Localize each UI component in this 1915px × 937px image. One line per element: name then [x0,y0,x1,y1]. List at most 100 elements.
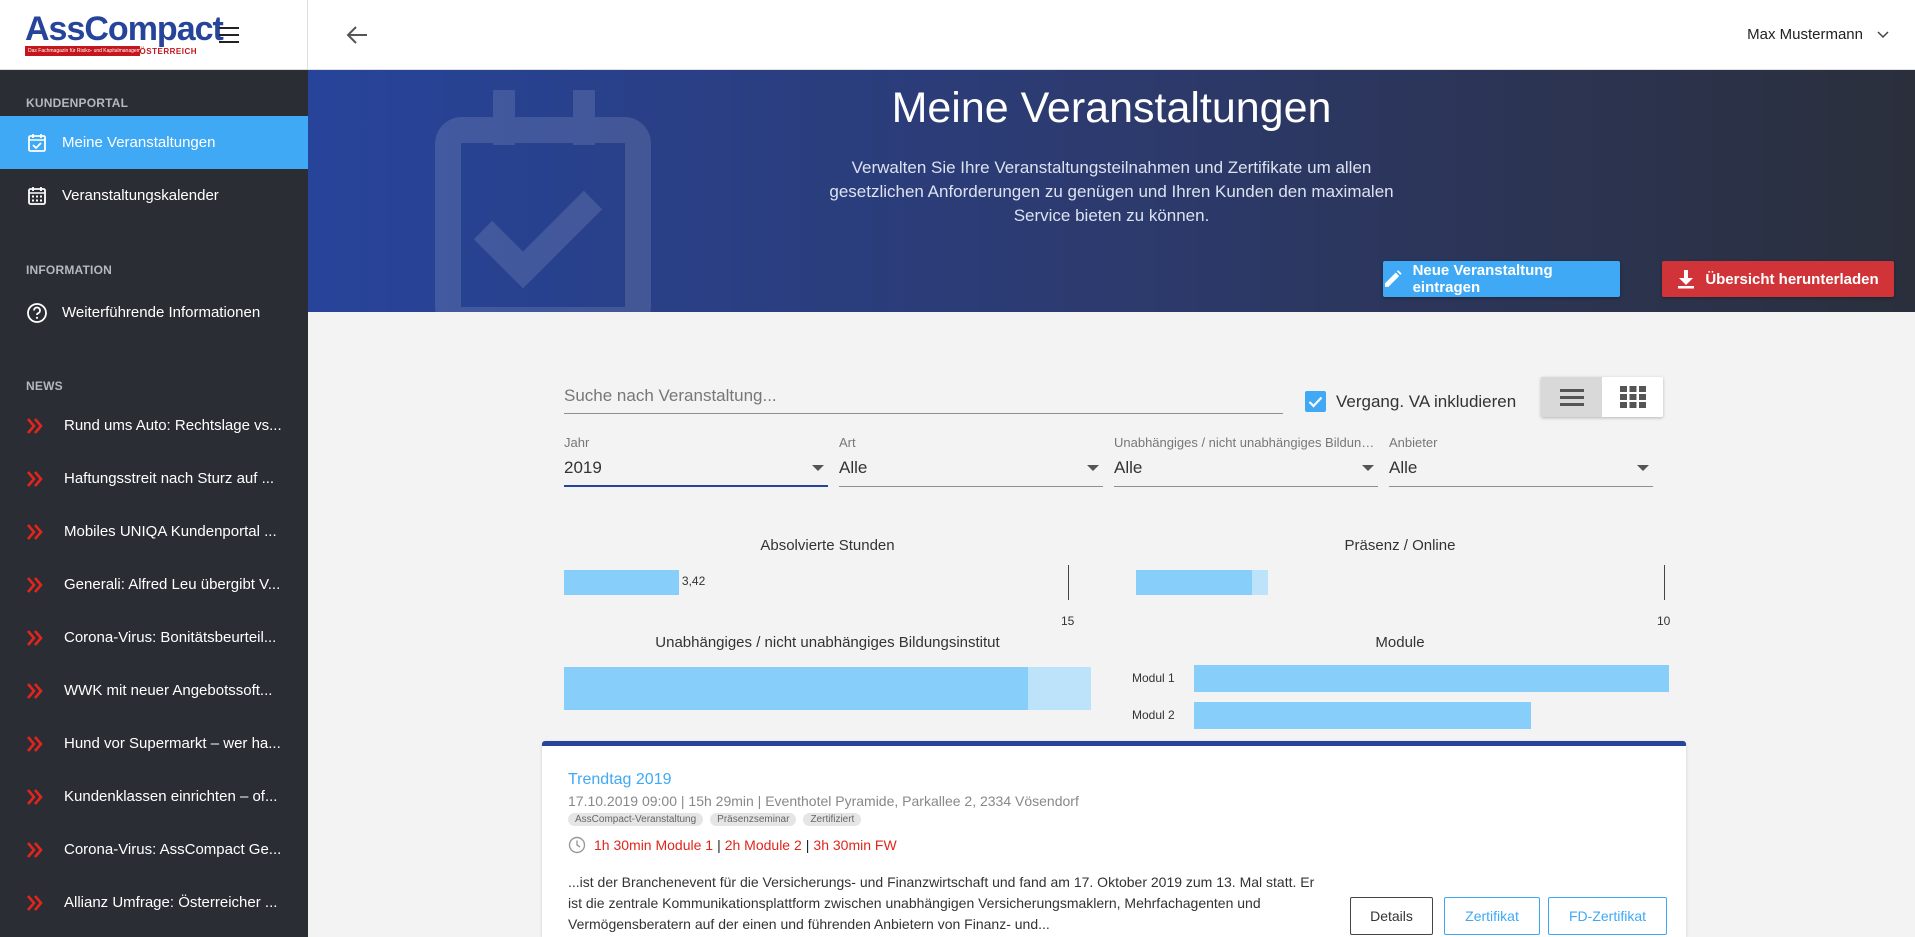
double-chevron-right-icon [26,629,48,646]
sidebar-item-meine-veranstaltungen[interactable]: Meine Veranstaltungen [0,116,308,169]
news-item[interactable]: Corona-Virus: Bonitätsbeurteil... [0,611,308,664]
event-description: ...ist der Branchenevent für die Versich… [568,874,1315,932]
provider-select[interactable]: Anbieter Alle [1389,435,1653,487]
event-hours: 1h 30min Module 1 | 2h Module 2 | 3h 30m… [568,836,897,854]
institute-select-label: Unabhängiges / nicht unabhängiges Bildun… [1114,435,1378,450]
list-icon [1559,389,1584,406]
news-item-label: Corona-Virus: Bonitätsbeurteil... [64,629,277,646]
double-chevron-right-icon [26,523,48,540]
news-item[interactable]: Allianz Umfrage: Österreicher ... [0,876,308,929]
dropdown-caret-icon [812,465,824,471]
user-name: Max Mustermann [1747,26,1863,43]
news-item-label: Haftungsstreit nach Sturz auf ... [64,470,275,487]
year-select-label: Jahr [564,435,590,450]
back-arrow-icon[interactable] [344,22,370,53]
news-item[interactable]: Kundenklassen einrichten – of... [0,770,308,823]
details-button[interactable]: Details [1350,897,1433,935]
news-item-label: Generali: Alfred Leu übergibt V... [64,576,281,593]
sidebar-item-label: Veranstaltungskalender [62,187,219,204]
page-subtitle: Verwalten Sie Ihre Veranstaltungsteilnah… [829,158,1394,225]
new-event-button[interactable]: Neue Veranstaltung eintragen [1383,261,1620,297]
hours-value-label: 3,42 [681,574,706,588]
certificate-button[interactable]: Zertifikat [1444,897,1540,935]
search-input[interactable] [564,380,1283,412]
logo-country: ÖSTERREICH [139,46,197,56]
logo-tagline: Das Fachmagazin für Risiko- und Kapitalm… [25,46,140,56]
user-menu[interactable]: Max Mustermann [1747,26,1889,43]
event-tags: AssCompact-Veranstaltung Präsenzseminar … [568,813,862,826]
dropdown-caret-icon [1087,465,1099,471]
section-label-news: NEWS [26,379,63,393]
search-field [564,380,1283,414]
provider-select-label: Anbieter [1389,435,1438,450]
type-select[interactable]: Art Alle [839,435,1103,487]
modules-chart-title: Module [1375,634,1425,651]
top-bar: Max Mustermann [308,0,1915,70]
presence-max-tick [1664,565,1665,600]
clock-icon [568,836,586,854]
dropdown-caret-icon [1362,465,1374,471]
news-item-label: Kundenklassen einrichten – of... [64,788,278,805]
news-item[interactable]: Generali: Alfred Leu übergibt V... [0,558,308,611]
calendar-check-icon [26,132,48,154]
tag-badge: Zertifiziert [803,813,862,826]
news-item-label: Corona-Virus: AssCompact Ge... [64,841,282,858]
asscompact-logo[interactable]: AssCompact Das Fachmagazin für Risiko- u… [25,12,224,56]
page-title: Meine Veranstaltungen [891,84,1332,132]
download-overview-label: Übersicht herunterladen [1705,270,1879,288]
presence-chart-title: Präsenz / Online [1344,537,1456,554]
hours-max-label: 15 [1061,614,1075,628]
news-item[interactable]: WWK mit neuer Angebotssoft... [0,664,308,717]
sidebar-item-veranstaltungskalender[interactable]: Veranstaltungskalender [0,169,308,222]
calendar-watermark-icon [428,90,658,312]
dependent-bar [1027,667,1091,710]
sidebar-item-label: Meine Veranstaltungen [62,134,216,151]
download-icon [1678,270,1695,289]
fd-certificate-button[interactable]: FD-Zertifikat [1548,897,1667,935]
double-chevron-right-icon [26,894,48,911]
news-item[interactable]: Hund vor Supermarkt – wer ha... [0,717,308,770]
news-item[interactable]: Mobiles UNIQA Kundenportal ... [0,505,308,558]
hours-chart-title: Absolvierte Stunden [760,537,895,554]
type-select-label: Art [839,435,856,450]
institute-chart-title: Unabhängiges / nicht unabhängiges Bildun… [655,634,1000,651]
news-item[interactable]: Corona-Virus: AssCompact Ge... [0,823,308,876]
news-item[interactable]: Haftungsstreit nach Sturz auf ... [0,452,308,505]
tag-badge: Präsenzseminar [710,813,797,826]
section-label-kundenportal: KUNDENPORTAL [26,96,129,110]
list-view-button[interactable] [1541,377,1602,417]
year-select[interactable]: Jahr 2019 [564,435,828,487]
online-bar [1252,570,1268,595]
event-title[interactable]: Trendtag 2019 [568,771,672,788]
section-label-information: INFORMATION [26,263,112,277]
news-list: Rund ums Auto: Rechtslage vs... Haftungss… [0,399,308,929]
presence-max-label: 10 [1657,614,1671,628]
provider-select-value: Alle [1389,458,1418,477]
menu-icon[interactable] [219,26,239,43]
double-chevron-right-icon [26,682,48,699]
presence-bar [1136,570,1253,595]
tag-badge: AssCompact-Veranstaltung [568,813,704,826]
double-chevron-right-icon [26,841,48,858]
checkbox-checked-icon [1305,391,1326,412]
double-chevron-right-icon [26,735,48,752]
sidebar: AssCompact Das Fachmagazin für Risiko- u… [0,0,308,937]
news-item-label: Mobiles UNIQA Kundenportal ... [64,523,277,540]
grid-view-button[interactable] [1602,377,1663,417]
news-item[interactable]: Rund ums Auto: Rechtslage vs... [0,399,308,452]
year-select-value: 2019 [564,458,602,477]
pencil-icon [1384,270,1402,287]
news-item-label: Hund vor Supermarkt – wer ha... [64,735,281,752]
logo-bar: AssCompact Das Fachmagazin für Risiko- u… [0,0,308,70]
include-past-checkbox[interactable]: Vergang. VA inkludieren [1305,391,1516,412]
help-circle-icon [26,302,48,324]
hero-banner: Meine Veranstaltungen Verwalten Sie Ihre… [308,70,1915,312]
sidebar-item-weiterfuehrende-informationen[interactable]: Weiterführende Informationen [0,286,308,339]
hours-bar [564,570,679,595]
download-overview-button[interactable]: Übersicht herunterladen [1662,261,1894,297]
institute-select[interactable]: Unabhängiges / nicht unabhängiges Bildun… [1114,435,1378,487]
hours-module-1: 1h 30min Module 1 [594,837,714,853]
double-chevron-right-icon [26,788,48,805]
dropdown-caret-icon [1637,465,1649,471]
view-toggle [1541,377,1663,417]
